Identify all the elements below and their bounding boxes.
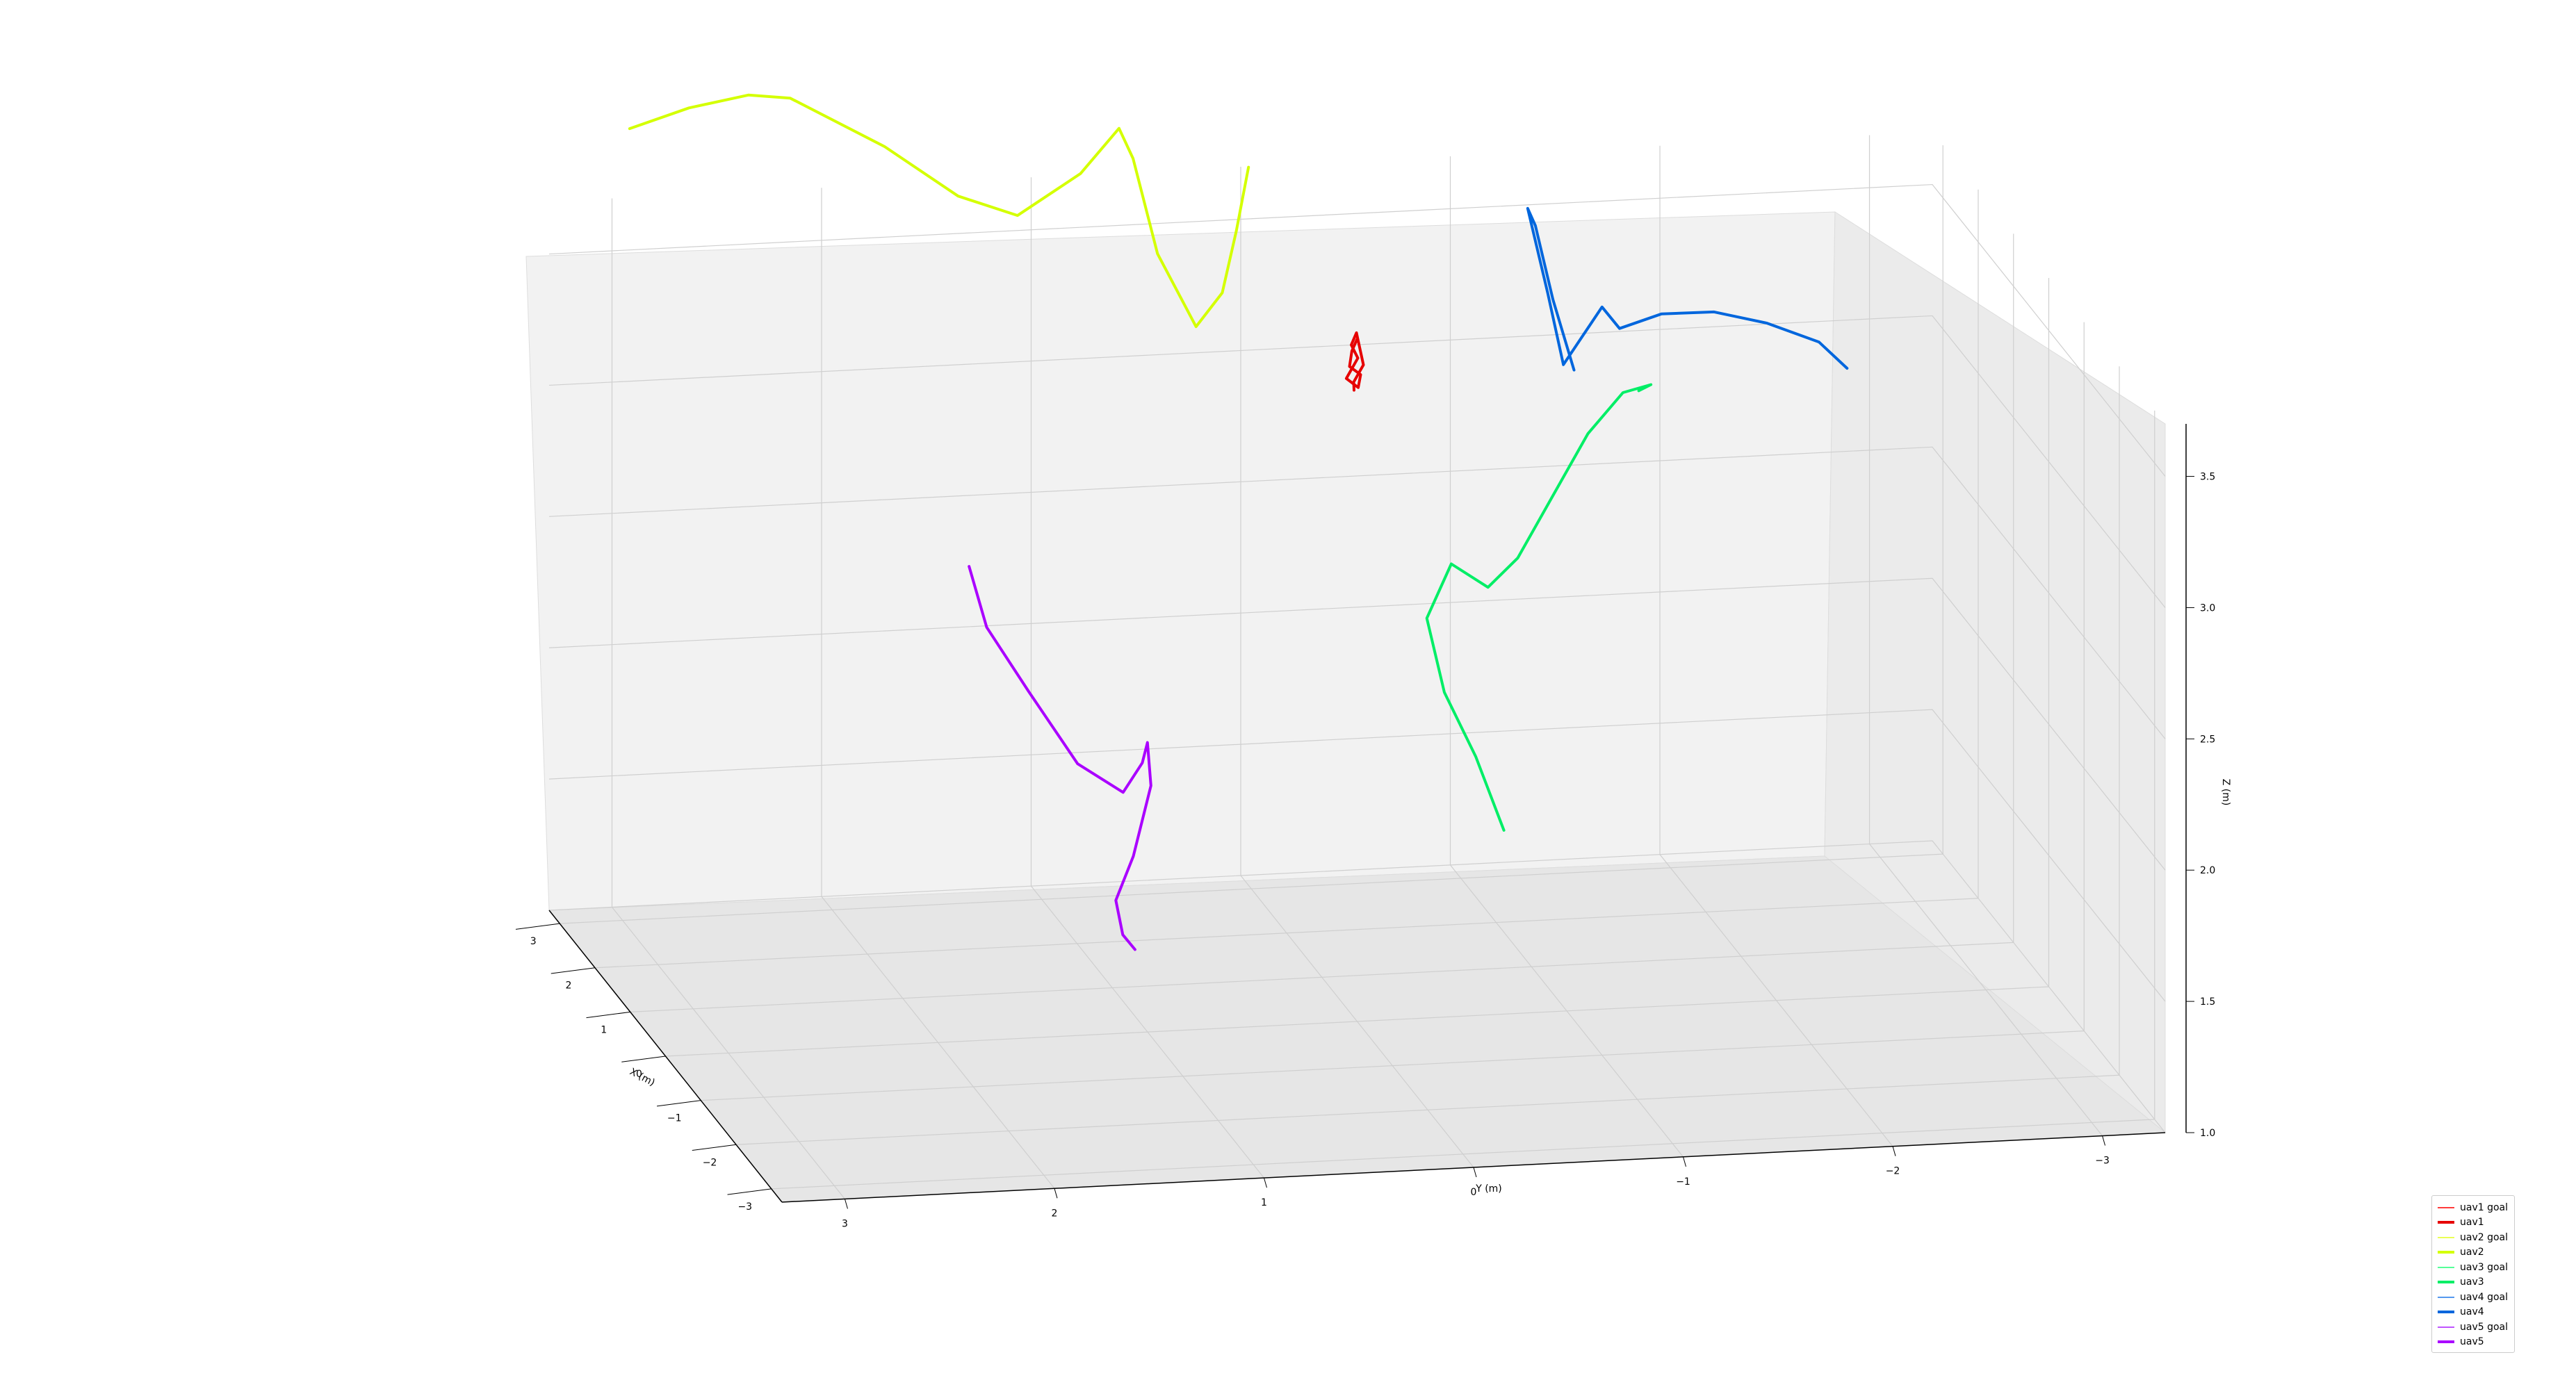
- legend-swatch: [2438, 1251, 2454, 1254]
- z-axis-label: Z (m): [2220, 779, 2231, 806]
- z-tick-label: 1.0: [2200, 1128, 2215, 1139]
- grid-line: [821, 896, 1055, 1189]
- y-tick-mark: [1264, 1178, 1267, 1188]
- z-tick-label: 2.5: [2200, 734, 2215, 745]
- y-tick-mark: [1473, 1167, 1477, 1178]
- legend-swatch: [2438, 1326, 2454, 1328]
- x-tick-label: 1: [601, 1024, 607, 1035]
- x-tick-mark: [586, 1011, 630, 1019]
- y-tick-mark: [1892, 1146, 1896, 1156]
- legend-swatch: [2438, 1311, 2454, 1314]
- x-tick-mark: [692, 1144, 737, 1151]
- x-tick-mark: [656, 1100, 701, 1107]
- legend-item: uav1: [2438, 1215, 2509, 1231]
- legend-label: uav5: [2460, 1336, 2484, 1348]
- grid-lines: [548, 135, 2166, 1199]
- legend-item: uav2 goal: [2438, 1230, 2509, 1245]
- legend-item: uav4 goal: [2438, 1290, 2509, 1305]
- z-tick-label: 3.5: [2200, 472, 2215, 483]
- legend-label: uav4: [2460, 1306, 2484, 1318]
- series-line-uav3: [1425, 383, 1653, 832]
- x-tick-mark: [551, 967, 596, 974]
- z-tick-label: 1.5: [2200, 996, 2215, 1008]
- grid-line: [1450, 864, 1684, 1158]
- series-line-uav1: [1344, 331, 1365, 392]
- legend-swatch: [2438, 1296, 2454, 1298]
- y-tick-mark: [1054, 1188, 1058, 1199]
- y-tick-label: 1: [1261, 1197, 1267, 1208]
- legend-item: uav1 goal: [2438, 1200, 2509, 1215]
- x-tick-label: 3: [530, 936, 537, 947]
- y-tick-label: −1: [1676, 1176, 1690, 1188]
- legend-swatch: [2438, 1266, 2454, 1268]
- legend-label: uav5 goal: [2460, 1321, 2509, 1333]
- legend-label: uav1 goal: [2460, 1201, 2509, 1213]
- x-tick-mark: [515, 923, 560, 930]
- legend-label: uav1: [2460, 1217, 2484, 1229]
- z-tick-label: 3.0: [2200, 602, 2215, 614]
- legend: uav1 goal uav1 uav2 goal uav2 uav3 goal uav3 u…: [2431, 1195, 2515, 1353]
- legend-label: uav2 goal: [2460, 1231, 2509, 1243]
- x-tick-mark: [621, 1056, 666, 1062]
- y-tick-mark: [2102, 1135, 2106, 1146]
- grid-line: [548, 709, 2166, 1002]
- grid-line: [1031, 885, 1264, 1179]
- x-tick-mark: [727, 1188, 772, 1195]
- legend-item: uav5 goal: [2438, 1320, 2509, 1335]
- y-tick-label: 3: [842, 1218, 848, 1229]
- back-pane-left: [525, 211, 1836, 911]
- x-tick-label: 2: [566, 980, 572, 992]
- grid-line: [548, 315, 2166, 608]
- legend-label: uav4 goal: [2460, 1291, 2509, 1303]
- grid-line: [548, 183, 2166, 477]
- legend-item: uav4: [2438, 1305, 2509, 1320]
- series-line-uav4: [1526, 206, 1849, 372]
- tick-labels: 3 2 1 0 −1 −2 −3 3 2 1 0 −1 −2 −3 1.0 1.5 2.0 2.5 3.0 3.5: [530, 472, 2215, 1230]
- axis-lines: [515, 424, 2194, 1209]
- legend-swatch: [2438, 1221, 2454, 1224]
- legend-label: uav3 goal: [2460, 1261, 2509, 1273]
- grid-line: [548, 577, 2166, 871]
- y-tick-label: 0: [1471, 1187, 1477, 1198]
- x-tick-label: −3: [737, 1201, 752, 1213]
- legend-item: uav2: [2438, 1245, 2509, 1260]
- axes-panes: [525, 211, 2167, 1203]
- legend-swatch: [2438, 1340, 2454, 1344]
- series-lines: [628, 93, 1849, 951]
- x-tick-label: −1: [667, 1113, 682, 1124]
- series-line-uav5: [968, 565, 1152, 951]
- x-tick-label: −2: [703, 1157, 717, 1168]
- y-tick-mark: [1683, 1156, 1686, 1167]
- y-axis-label: Y (m): [1475, 1183, 1502, 1194]
- grid-line: [611, 907, 845, 1199]
- legend-item: uav5: [2438, 1335, 2509, 1350]
- y-tick-label: −2: [1886, 1166, 1900, 1177]
- legend-swatch: [2438, 1236, 2454, 1238]
- series-line-uav2: [628, 93, 1250, 329]
- legend-label: uav2: [2460, 1247, 2484, 1258]
- legend-item: uav3 goal: [2438, 1260, 2509, 1275]
- legend-swatch: [2438, 1281, 2454, 1284]
- grid-line: [1240, 875, 1474, 1168]
- grid-line: [548, 446, 2166, 739]
- grid-line: [548, 840, 2166, 1133]
- legend-label: uav3: [2460, 1276, 2484, 1288]
- y-tick-label: 2: [1052, 1208, 1058, 1219]
- y-tick-mark: [844, 1199, 848, 1209]
- z-tick-label: 2.0: [2200, 865, 2215, 876]
- y-tick-label: −3: [2095, 1156, 2110, 1167]
- grid-line: [1869, 844, 2103, 1136]
- grid-line: [1659, 854, 1893, 1147]
- x-tick-label: 0: [636, 1069, 642, 1080]
- legend-item: uav3: [2438, 1275, 2509, 1290]
- legend-swatch: [2438, 1206, 2454, 1208]
